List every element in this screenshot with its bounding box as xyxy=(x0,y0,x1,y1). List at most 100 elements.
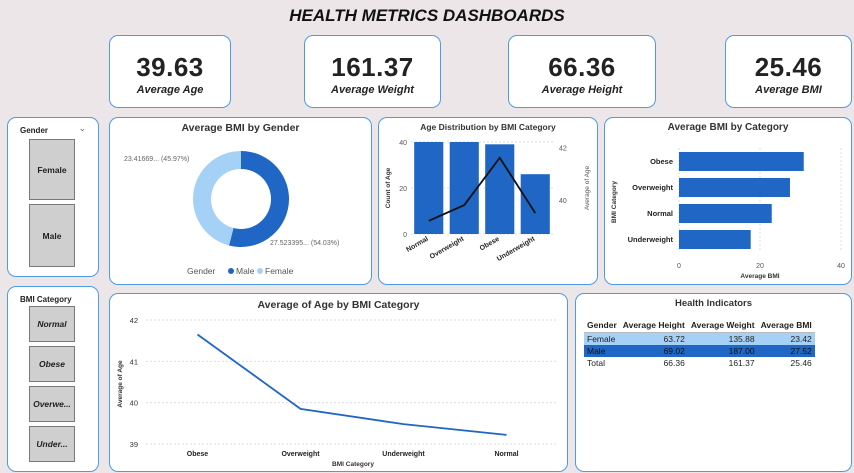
kpi-value: 66.36 xyxy=(548,52,616,82)
chart-title: Average BMI by Gender xyxy=(181,122,300,134)
y-tick-label: 39 xyxy=(130,440,138,449)
y-tick-label: 42 xyxy=(130,316,138,325)
kpi-value: 25.46 xyxy=(754,52,823,82)
slicer-item-underweight[interactable]: Under... xyxy=(29,426,75,462)
x-tick-label: Obese xyxy=(187,451,209,458)
x-tick-label: Underweight xyxy=(382,451,425,458)
donut-slice-male xyxy=(228,151,289,247)
legend-title: Gender xyxy=(187,266,216,276)
table-cell: 25.46 xyxy=(790,358,812,368)
health-indicators-table: Gender Average Height Average Weight Ave… xyxy=(584,318,815,369)
table-cell: 66.36 xyxy=(663,358,685,368)
kpi-card-bmi: 25.46 Average BMI xyxy=(725,35,852,108)
table-cell: 63.72 xyxy=(619,332,688,345)
table-cell: Female xyxy=(584,332,620,345)
slicer-item-obese[interactable]: Obese xyxy=(29,346,75,382)
y2-axis-label: Average of Age xyxy=(584,165,591,210)
x-tick-label: Overweight xyxy=(281,451,320,458)
kpi-label: Average Height xyxy=(541,84,623,96)
kpi-label: Average Weight xyxy=(331,84,414,96)
bar-obese xyxy=(679,152,804,171)
line-chart-panel: Average of Age by BMI Category 39 40 41 42 O… xyxy=(109,293,568,472)
hbar-chart: 0 20 40 Obese Overweight Normal Underweight Ave… xyxy=(611,148,845,280)
kpi-card-weight: 161.37 Average Weight xyxy=(304,35,441,108)
table-cell: 27.52 xyxy=(757,345,815,357)
legend-swatch-male xyxy=(228,268,234,274)
table-row[interactable]: Female 63.72 135.88 23.42 xyxy=(584,332,815,345)
slicer-item-normal[interactable]: Normal xyxy=(29,306,75,342)
chart-title: Average BMI by Category xyxy=(667,122,789,133)
table-cell: Total xyxy=(587,358,605,368)
column-header[interactable]: Average Weight xyxy=(687,318,758,333)
column-header[interactable]: Average BMI xyxy=(757,318,815,333)
y2-tick-label: 40 xyxy=(559,198,567,205)
y-tick-label: Overweight xyxy=(632,183,673,192)
donut-chart-panel: Average BMI by Gender 27.523395... (54.0… xyxy=(109,117,372,285)
kpi-value: 39.63 xyxy=(136,52,204,82)
y-axis-label: Average of Age xyxy=(117,360,124,408)
legend-item-female: Female xyxy=(265,266,294,276)
y2-tick-label: 42 xyxy=(559,145,567,152)
dashboard-title: HEALTH METRICS DASHBOARDS xyxy=(289,6,565,25)
kpi-value: 161.37 xyxy=(331,52,414,82)
slicer-item-male[interactable]: Male xyxy=(29,204,75,267)
line-series xyxy=(196,333,507,436)
bar-overweight xyxy=(679,178,790,197)
line-series-average-age xyxy=(428,156,537,222)
y-tick-label: Underweight xyxy=(628,235,674,244)
table-cell: 23.42 xyxy=(757,332,815,345)
line-chart: 39 40 41 42 Obese Overweight Underweight Normal… xyxy=(117,316,558,468)
kpi-card-age: 39.63 Average Age xyxy=(109,35,231,108)
bar-normal xyxy=(414,142,444,234)
kpi-label: Average Age xyxy=(136,84,204,96)
data-label: 23.41669... (45.97%) xyxy=(124,156,189,163)
y-tick-label: Normal xyxy=(647,209,673,218)
legend-item-male: Male xyxy=(236,266,255,276)
table-row[interactable]: Male 69.02 187.00 27.52 xyxy=(584,345,815,357)
y-tick-label: 0 xyxy=(403,232,407,239)
health-indicators-table-panel: Health Indicators Gender Average Height … xyxy=(575,293,852,472)
y-tick-label: 41 xyxy=(130,357,138,366)
column-header[interactable]: Average Height xyxy=(619,318,688,333)
slicer-item-overweight[interactable]: Overwe... xyxy=(29,386,75,422)
table-header-row: Gender Average Height Average Weight Ave… xyxy=(584,318,815,333)
data-label: 27.523395... (54.03%) xyxy=(270,240,339,247)
table-cell: 187.00 xyxy=(687,345,758,357)
hbar-chart-panel: Average BMI by Category 0 20 40 Obese Overwe… xyxy=(604,117,852,285)
table-cell: 69.02 xyxy=(619,345,688,357)
x-tick-label: Normal xyxy=(494,451,518,458)
x-tick-label: Overweight xyxy=(429,235,466,260)
slicer-item-female[interactable]: Female xyxy=(29,139,75,200)
chart-title: Average of Age by BMI Category xyxy=(257,299,420,311)
column-header[interactable]: Gender xyxy=(584,318,620,333)
x-axis-label: BMI Category xyxy=(332,461,374,468)
kpi-card-height: 66.36 Average Height xyxy=(508,35,656,108)
bar-underweight xyxy=(679,230,751,249)
chart-title: Age Distribution by BMI Category xyxy=(420,122,556,132)
bar-normal xyxy=(679,204,772,223)
table-cell: 135.88 xyxy=(687,332,758,345)
x-axis-label: Average BMI xyxy=(740,273,779,280)
bar-overweight xyxy=(449,142,479,234)
table-title: Health Indicators xyxy=(674,298,753,309)
kpi-label: Average BMI xyxy=(755,84,822,96)
y-tick-label: 40 xyxy=(399,140,407,147)
x-tick-label: Underweight xyxy=(496,235,537,263)
donut-slice-female xyxy=(193,151,241,246)
legend-swatch-female xyxy=(257,268,263,274)
chevron-down-icon[interactable]: ⌄ xyxy=(78,123,86,133)
bar-underweight xyxy=(520,174,550,234)
x-tick-label: Normal xyxy=(405,236,429,254)
combo-chart-panel: Age Distribution by BMI Category 0 20 40 No… xyxy=(378,117,598,285)
x-tick-label: 0 xyxy=(677,263,681,270)
table-row-total: Total 66.36 161.37 25.46 xyxy=(584,357,815,369)
table-cell: Male xyxy=(584,345,620,357)
y-tick-label: Obese xyxy=(650,157,673,166)
gender-slicer: Gender ⌄ Female Male xyxy=(7,117,99,277)
table-cell: 161.37 xyxy=(728,358,755,368)
slicer-header: Gender xyxy=(20,126,49,135)
x-tick-label: 20 xyxy=(756,263,764,270)
bmi-category-slicer: BMI Category Normal Obese Overwe... Unde… xyxy=(7,286,99,472)
slicer-header: BMI Category xyxy=(20,295,72,304)
